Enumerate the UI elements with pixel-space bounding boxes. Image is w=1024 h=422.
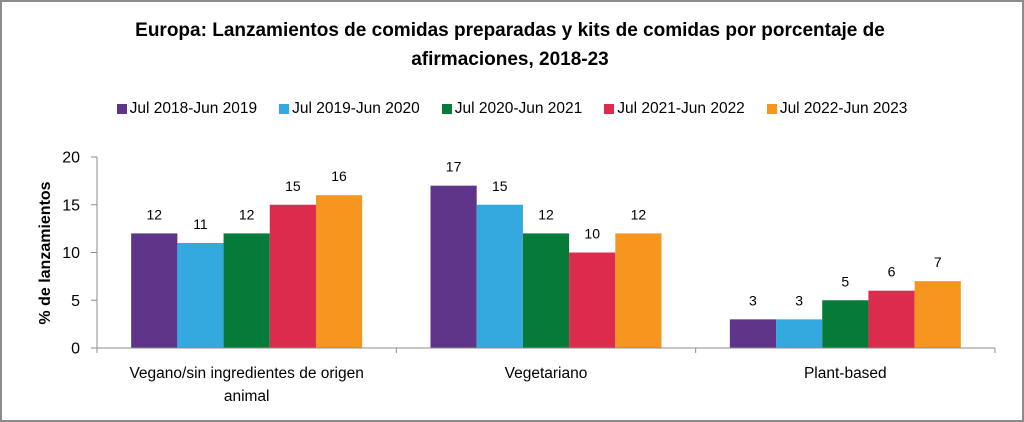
- bar: [868, 290, 915, 348]
- legend-swatch: [116, 104, 127, 114]
- data-label: 12: [538, 206, 554, 222]
- y-tick-label: 20: [62, 150, 80, 167]
- x-category-label: Plant-based: [804, 365, 887, 382]
- data-label: 11: [193, 216, 208, 232]
- bar: [522, 233, 570, 348]
- bar: [776, 319, 823, 348]
- bar: [822, 300, 869, 348]
- data-label: 12: [631, 206, 647, 222]
- bar: [223, 233, 270, 348]
- legend-label: Jul 2022-Jun 2023: [779, 100, 908, 117]
- bar: [476, 204, 523, 348]
- legend-label: Jul 2020-Jun 2021: [454, 100, 583, 117]
- chart-legend: Jul 2018-Jun 2019 Jul 2019-Jun 2020 Jul 20…: [0, 100, 1024, 118]
- legend-item: Jul 2018-Jun 2019: [116, 100, 258, 118]
- y-axis-title: % de lanzamientos: [37, 181, 54, 324]
- data-label: 6: [888, 264, 896, 280]
- data-label: 3: [795, 292, 803, 308]
- data-label: 10: [584, 226, 600, 242]
- bar: [177, 242, 224, 348]
- data-label: 15: [492, 178, 508, 194]
- data-label: 12: [239, 206, 255, 222]
- bar: [914, 281, 961, 348]
- data-label: 17: [446, 159, 462, 175]
- data-label: 5: [841, 273, 849, 289]
- bar: [269, 204, 316, 348]
- legend-label: Jul 2021-Jun 2022: [617, 100, 745, 117]
- data-label: 16: [331, 168, 347, 184]
- bar: [569, 252, 616, 348]
- data-label: 7: [934, 254, 942, 270]
- data-label: 15: [285, 178, 301, 194]
- bar: [430, 185, 477, 348]
- y-tick-label: 15: [62, 197, 80, 214]
- legend-swatch: [766, 104, 777, 114]
- legend-swatch: [604, 104, 615, 114]
- y-tick-label: 0: [71, 341, 80, 358]
- x-category-label: Vegano/sin ingredientes de origen: [129, 365, 363, 382]
- chart-title: Europa: Lanzamientos de comidas preparad…: [110, 16, 910, 74]
- legend-item: Jul 2022-Jun 2023: [766, 100, 908, 118]
- data-label: 12: [146, 206, 162, 222]
- bar: [315, 195, 363, 348]
- legend-item: Jul 2021-Jun 2022: [604, 100, 745, 118]
- legend-swatch: [279, 104, 290, 114]
- y-tick-label: 10: [62, 245, 80, 262]
- bar: [615, 233, 662, 348]
- chart-title-line-1: Europa: Lanzamientos de comidas preparad…: [135, 20, 885, 41]
- x-category-label: Vegetariano: [505, 365, 588, 382]
- legend-item: Jul 2020-Jun 2021: [441, 100, 583, 118]
- legend-swatch: [441, 104, 452, 114]
- legend-label: Jul 2018-Jun 2019: [129, 100, 258, 117]
- x-category-label: animal: [224, 388, 270, 405]
- bar: [729, 319, 777, 348]
- legend-label: Jul 2019-Jun 2020: [292, 100, 420, 117]
- y-tick-label: 5: [71, 293, 80, 310]
- bar: [131, 233, 178, 348]
- chart-title-line-2: afirmaciones, 2018-23: [411, 49, 609, 70]
- legend-item: Jul 2019-Jun 2020: [279, 100, 420, 118]
- data-label: 3: [749, 292, 757, 308]
